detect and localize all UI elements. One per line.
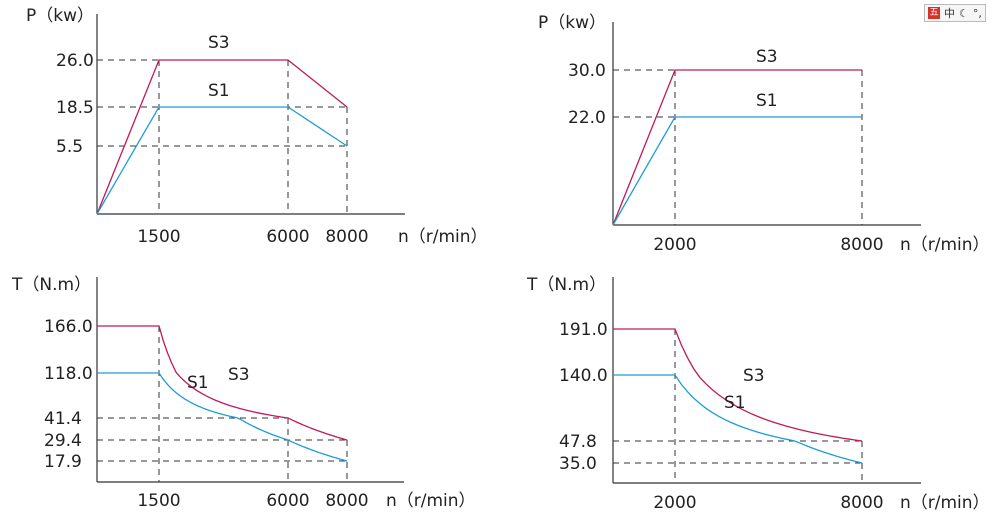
y-tick-label: 17.9 [44,452,82,472]
y-tick-label: 30.0 [568,61,606,81]
x-tick-label: 8000 [840,235,883,255]
y-tick-label: 35.0 [559,454,597,474]
series-s1-line [612,116,862,226]
y-tick-label: 41.4 [44,409,82,429]
series-s3-label: S3 [208,33,230,53]
series-s1-line [96,106,348,215]
y-tick-label: 29.4 [44,431,82,451]
series-s3-label: S3 [228,365,250,385]
series-s3-line [96,59,348,215]
x-tick-label: 8000 [325,227,368,247]
y-tick-label: 191.0 [559,320,608,340]
moon-icon[interactable]: ☾ [959,6,969,20]
y-tick-label: 22.0 [568,108,606,128]
y-tick-label: 5.5 [56,137,83,157]
series-s1-line [97,372,348,462]
ime-mode-label[interactable]: 中 [944,6,955,20]
x-axis-label: n（r/min） [900,493,990,513]
x-tick-label: 8000 [325,491,368,511]
series-s3-line [613,328,863,442]
ime-toolbar[interactable]: 五 中 ☾ °, [924,4,986,22]
y-axis-label: T（N.m） [11,275,91,295]
x-tick-label: 1500 [137,491,180,511]
y-tick-label: 118.0 [44,364,93,384]
series-s3-line [97,325,348,441]
y-tick-label: 166.0 [44,317,93,337]
x-tick-label: 6000 [266,227,309,247]
x-axis-label: n（r/min） [398,227,488,247]
x-tick-label: 2000 [653,235,696,255]
series-s3-label: S3 [743,366,765,386]
y-tick-label: 140.0 [559,366,608,386]
series-s1-label: S1 [756,91,778,111]
y-axis-label: T（N.m） [526,275,606,295]
series-s1-label: S1 [724,393,746,413]
x-tick-label: 6000 [266,491,309,511]
series-s1-label: S1 [208,81,230,101]
series-s3-label: S3 [756,47,778,67]
chart-2: P（kw） n（r/min） 2000 8000 30.0 22.0 S3 S1 [538,13,990,255]
y-axis-label: P（kw） [538,13,606,33]
y-tick-label: 47.8 [559,432,597,452]
x-tick-label: 2000 [653,493,696,513]
y-axis-label: P（kw） [26,6,94,26]
x-axis-label: n（r/min） [900,235,990,255]
y-tick-label: 18.5 [56,98,94,118]
chart-1: P（kw） n（r/min） 1500 6000 8000 26.0 18.5 5.5 S3 S1 [26,6,488,247]
chart-3: T（N.m） n（r/min） 1500 6000 8000 166.0 118.0 41.4… [11,275,476,511]
x-tick-label: 8000 [840,493,883,513]
ime-punct-label[interactable]: °, [972,6,982,20]
series-s3-line [612,69,862,226]
ime-logo-icon[interactable]: 五 [928,7,940,19]
series-s1-line [613,374,863,464]
y-tick-label: 26.0 [56,51,94,71]
chart-4: T（N.m） n（r/min） 2000 8000 191.0 140.0 47.835.0… [526,275,990,513]
x-tick-label: 1500 [137,227,180,247]
x-axis-label: n（r/min） [386,491,476,511]
series-s1-label: S1 [187,373,209,393]
